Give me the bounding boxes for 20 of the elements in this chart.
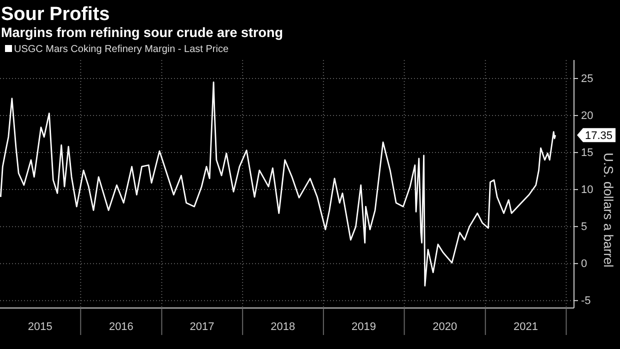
x-tick-label: 2017 (190, 320, 214, 333)
x-tick-label: 2015 (28, 320, 52, 333)
y-tick-label: 10 (581, 184, 594, 196)
x-tick-label: 2018 (270, 320, 296, 333)
legend-label: USGC Mars Coking Refinery Margin - Last Price (14, 44, 229, 55)
y-tick-label: 25 (581, 73, 594, 86)
x-tick-label: 2016 (108, 320, 134, 333)
y-tick-label: 20 (581, 110, 594, 122)
y-tick-label: 5 (581, 221, 588, 234)
line-series (0, 82, 556, 286)
y-tick-label: -5 (581, 295, 591, 308)
y-tick-label: 0 (581, 258, 588, 270)
x-tick-label: 2020 (432, 320, 458, 333)
y-axis-title: U.S. dollars a barrel (601, 152, 616, 268)
x-tick-label: 2019 (352, 320, 376, 333)
chart-title: Sour Profits (1, 4, 110, 25)
x-tick-label: 2021 (513, 320, 538, 333)
annotation: 17.35 (585, 130, 613, 142)
chart-subtitle: Margins from refining sour crude are strong (1, 25, 284, 40)
y-tick-label: 15 (581, 147, 594, 160)
